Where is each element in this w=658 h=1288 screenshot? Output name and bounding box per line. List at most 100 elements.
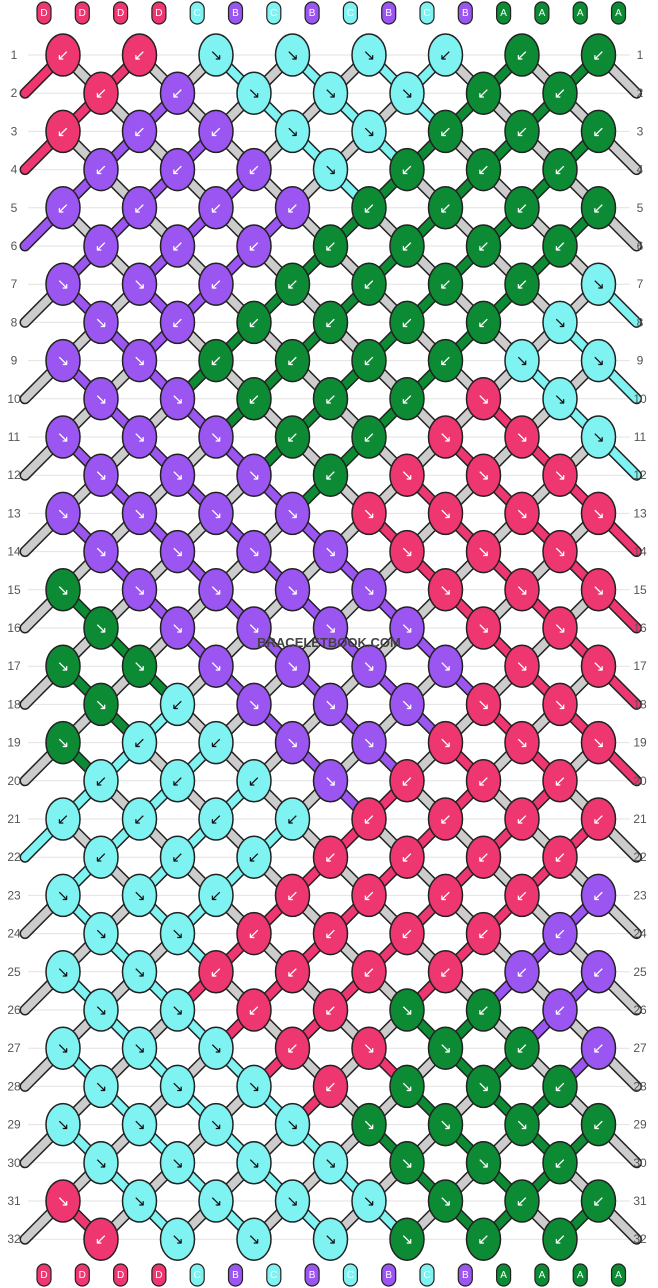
- knot: ↙: [542, 759, 578, 803]
- knot-arrow-icon: ↙: [363, 886, 376, 904]
- knot-oval: [351, 1179, 387, 1223]
- knot: ↙: [465, 224, 502, 268]
- knot: ↙: [542, 1217, 578, 1261]
- knot-arrow-icon: ↙: [439, 810, 452, 828]
- knot: ↘: [274, 491, 311, 536]
- row-number-left: 28: [7, 1079, 21, 1093]
- knot: ↙: [159, 835, 196, 879]
- knot: ↘: [121, 1026, 158, 1070]
- knot: ↘: [274, 109, 311, 154]
- knot: ↙: [580, 950, 617, 994]
- string-end: C: [342, 1263, 358, 1287]
- string-end: A: [610, 1, 627, 25]
- knot-arrow-icon: ↙: [363, 428, 376, 446]
- knot: ↘: [312, 147, 349, 192]
- knot: ↘: [45, 338, 81, 383]
- knot-oval: [312, 147, 349, 192]
- knot: ↘: [389, 988, 425, 1032]
- row-number-left: 12: [7, 468, 21, 482]
- knot-arrow-icon: ↘: [95, 466, 108, 484]
- knot-arrow-icon: ↘: [324, 772, 337, 790]
- string-end-pill: [610, 1263, 627, 1287]
- knot-arrow-icon: ↘: [210, 504, 223, 522]
- row-number-right: 13: [633, 506, 647, 520]
- knot-oval: [121, 33, 158, 77]
- knot: ↙: [389, 377, 425, 421]
- knot-arrow-icon: ↙: [592, 1192, 605, 1210]
- string-end: D: [112, 1263, 129, 1287]
- knot-oval: [45, 873, 81, 918]
- knot-arrow-icon: ↙: [171, 695, 184, 713]
- knot-arrow-icon: ↙: [95, 848, 108, 866]
- knot-arrow-icon: ↙: [286, 963, 299, 981]
- knot-arrow-icon: ↘: [248, 1230, 261, 1248]
- string-end-pill: [381, 1263, 397, 1287]
- knot: ↘: [274, 720, 311, 765]
- knot-oval: [236, 1064, 272, 1109]
- knot-arrow-icon: ↘: [401, 619, 414, 637]
- knot-arrow-icon: ↙: [133, 810, 146, 828]
- row-number-left: 3: [11, 124, 18, 138]
- row-number-left: 15: [7, 583, 21, 597]
- knot: ↘: [427, 491, 464, 536]
- knot-arrow-icon: ↙: [516, 1192, 529, 1210]
- knot-oval: [45, 33, 81, 77]
- knot-oval: [465, 453, 502, 497]
- knot: ↙: [274, 797, 311, 841]
- knot: ↘: [159, 988, 196, 1032]
- knot: ↘: [427, 1102, 464, 1147]
- knot-arrow-icon: ↘: [324, 1230, 337, 1248]
- knot: ↘: [198, 644, 234, 688]
- knot: ↙: [45, 33, 81, 77]
- knot-arrow-icon: ↙: [592, 886, 605, 904]
- knot-oval: [542, 988, 578, 1032]
- knot: ↙: [83, 147, 119, 192]
- knot-arrow-icon: ↘: [592, 428, 605, 446]
- knot-arrow-icon: ↙: [57, 46, 70, 64]
- string-end-pill: [342, 1, 358, 25]
- knot-oval: [198, 186, 234, 230]
- knot: ↘: [198, 1102, 234, 1147]
- knot-arrow-icon: ↘: [324, 543, 337, 561]
- knot-arrow-icon: ↙: [439, 122, 452, 140]
- knot-oval: [83, 606, 119, 650]
- knot-oval: [236, 911, 272, 956]
- knot-oval: [504, 568, 540, 612]
- knot: ↙: [542, 224, 578, 268]
- knot-arrow-icon: ↙: [592, 1039, 605, 1057]
- knot-oval: [389, 682, 425, 727]
- knot-arrow-icon: ↙: [477, 84, 490, 102]
- knot: ↙: [236, 988, 272, 1032]
- knot-arrow-icon: ↙: [324, 313, 337, 331]
- row-number-right: 23: [633, 888, 647, 902]
- knot: ↙: [580, 33, 617, 77]
- knot-arrow-icon: ↘: [324, 84, 337, 102]
- knot-arrow-icon: ↘: [57, 1116, 70, 1134]
- knot-arrow-icon: ↘: [401, 1077, 414, 1095]
- knot: ↘: [121, 644, 158, 688]
- knot: ↘: [465, 453, 502, 497]
- knot-oval: [236, 377, 272, 421]
- knot-arrow-icon: ↙: [324, 925, 337, 943]
- knot-arrow-icon: ↙: [210, 734, 223, 752]
- string-end-pill: [36, 1263, 52, 1287]
- knot: ↘: [45, 415, 81, 459]
- knot: ↙: [236, 300, 272, 345]
- knot-oval: [580, 1102, 617, 1147]
- string-end: D: [151, 1, 167, 25]
- string-letter: C: [270, 8, 277, 19]
- knot-oval: [236, 682, 272, 727]
- knot-arrow-icon: ↘: [248, 695, 261, 713]
- knot: ↙: [351, 262, 387, 306]
- knot-arrow-icon: ↘: [95, 390, 108, 408]
- knot-oval: [159, 988, 196, 1032]
- knot-arrow-icon: ↘: [57, 886, 70, 904]
- string-letter: D: [155, 1270, 162, 1281]
- knot: ↘: [312, 759, 349, 803]
- knot-oval: [504, 1179, 540, 1223]
- knot-oval: [427, 186, 464, 230]
- knot: ↙: [121, 109, 158, 154]
- string-end: C: [266, 1263, 282, 1287]
- knot-arrow-icon: ↙: [401, 390, 414, 408]
